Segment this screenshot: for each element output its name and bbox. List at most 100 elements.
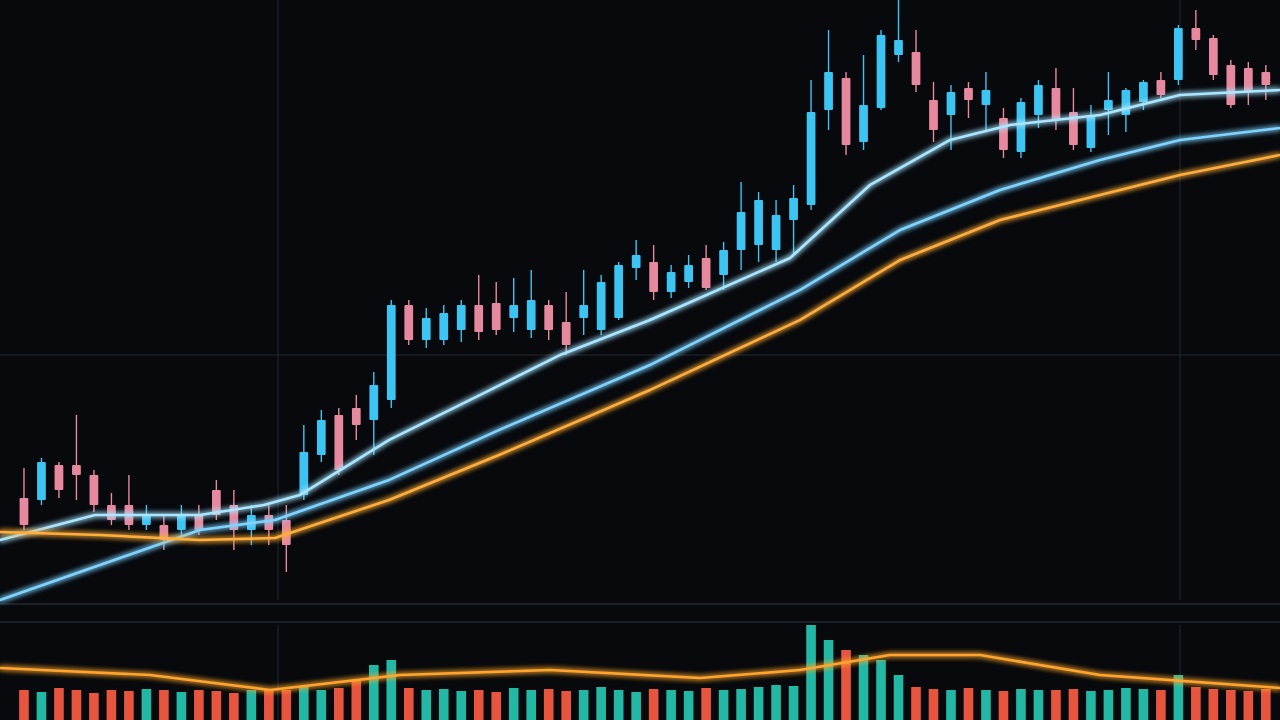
candle-body xyxy=(1226,65,1236,105)
volume-bar xyxy=(736,689,746,720)
candle-body xyxy=(1156,80,1166,95)
volume-bar xyxy=(194,690,204,720)
moving-average-line xyxy=(0,653,1280,692)
candle-body xyxy=(771,215,781,250)
candle-body xyxy=(351,408,361,425)
moving-average-line xyxy=(0,126,1280,602)
volume-bar xyxy=(753,687,764,720)
candle-body xyxy=(264,515,274,530)
candle-body xyxy=(859,105,868,142)
candle-body xyxy=(281,520,291,545)
candle-body xyxy=(1016,102,1026,152)
candle-body xyxy=(894,40,903,55)
volume-bar xyxy=(281,690,292,720)
candle-body xyxy=(684,265,693,282)
volume-bar xyxy=(1208,689,1219,720)
candle-body xyxy=(631,255,641,268)
volume-bar xyxy=(89,693,99,720)
candle-body xyxy=(177,515,186,530)
volume-bar xyxy=(19,690,29,720)
volume-bar xyxy=(1086,691,1096,720)
volume-bar xyxy=(124,691,134,720)
volume-bar xyxy=(596,687,606,720)
volume-bar xyxy=(561,691,571,720)
candle-body xyxy=(649,262,659,292)
volume-bar xyxy=(841,650,851,720)
candle-body xyxy=(369,385,379,420)
candle-body xyxy=(911,52,921,85)
volume-bar xyxy=(264,689,274,720)
candle-body xyxy=(316,420,326,455)
volume-bar xyxy=(386,660,397,720)
volume-bar xyxy=(54,688,64,720)
candle-body xyxy=(666,272,676,292)
candle-body xyxy=(334,415,344,470)
candle-body xyxy=(386,305,396,400)
volume-bar xyxy=(316,690,327,720)
volume-bar xyxy=(683,691,694,720)
candle-body xyxy=(37,462,46,500)
volume-bar xyxy=(946,690,956,720)
candle-body xyxy=(1208,38,1218,75)
volume-bar xyxy=(211,691,222,720)
volume-bar xyxy=(1243,691,1254,720)
candle-body xyxy=(561,322,571,345)
volume-bar xyxy=(963,688,974,720)
candle-body xyxy=(456,305,466,330)
candle-body xyxy=(929,100,938,130)
volume-bar xyxy=(788,686,799,720)
volume-bar xyxy=(473,690,484,720)
candle-body xyxy=(719,250,728,275)
candle-body xyxy=(509,305,519,318)
volume-bar xyxy=(1173,675,1184,720)
volume-bar xyxy=(229,693,239,720)
volume-bar xyxy=(578,690,589,720)
volume-bar xyxy=(893,675,904,720)
candle-body xyxy=(736,212,746,250)
volume-bar xyxy=(36,692,47,720)
volume-bar xyxy=(666,690,676,720)
candle-body xyxy=(404,305,414,340)
candle-body xyxy=(999,118,1008,150)
volume-bar xyxy=(911,687,921,720)
volume-bar xyxy=(981,690,991,720)
volume-bar xyxy=(1156,690,1166,720)
volume-bar xyxy=(771,685,781,720)
volume-bar xyxy=(508,688,519,720)
volume-bar xyxy=(176,692,187,720)
volume-bar xyxy=(613,690,624,720)
volume-bar xyxy=(351,680,362,720)
volume-bar xyxy=(1068,689,1079,720)
volume-bar xyxy=(491,692,502,720)
candle-body xyxy=(824,72,833,110)
volume-bar xyxy=(333,688,344,720)
candle-body xyxy=(491,303,501,330)
candle-body xyxy=(1051,88,1061,120)
candle-body xyxy=(54,465,64,490)
candle-body xyxy=(701,258,711,288)
candle-body xyxy=(1191,28,1201,40)
candle-body xyxy=(1139,82,1148,102)
candle-body xyxy=(1121,90,1131,115)
volume-bar xyxy=(543,689,554,720)
volume-bar xyxy=(1121,688,1131,720)
volume-bar xyxy=(1138,689,1149,720)
volume-bar xyxy=(1016,689,1026,720)
volume-bar xyxy=(526,690,537,720)
candle-body xyxy=(614,265,624,318)
candle-body xyxy=(1243,68,1253,92)
candle-body xyxy=(1174,28,1183,80)
candle-body xyxy=(299,452,309,495)
candle-body xyxy=(946,92,956,115)
volume-bar xyxy=(631,692,641,720)
candle-body xyxy=(981,90,991,105)
volume-bar xyxy=(299,687,309,720)
candle-body xyxy=(89,475,99,505)
volume-bar xyxy=(1103,690,1114,720)
volume-bar xyxy=(998,691,1009,720)
moving-average-line xyxy=(0,88,1280,542)
candle-body xyxy=(72,465,81,475)
candle-body xyxy=(1261,72,1271,85)
